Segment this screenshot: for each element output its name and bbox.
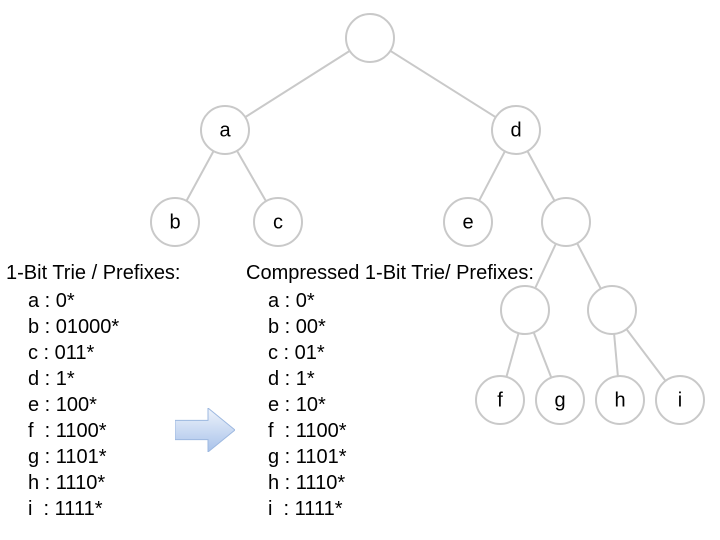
tree-node-label: c: [273, 211, 283, 233]
transform-arrow: [175, 408, 235, 457]
tree-node-label: b: [169, 211, 180, 233]
prefix-row: e : 10*: [246, 392, 534, 418]
prefix-row: g : 1101*: [246, 444, 534, 470]
tree-node-label: a: [219, 119, 231, 141]
tree-node: [346, 14, 394, 62]
prefix-row: g : 1101*: [6, 444, 181, 470]
tree-edge: [479, 151, 505, 200]
tree-edge: [626, 329, 665, 381]
prefix-row: c : 011*: [6, 340, 181, 366]
prefix-row: i : 1111*: [246, 496, 534, 522]
tree-node: [588, 286, 636, 334]
left-prefix-title: 1-Bit Trie / Prefixes:: [6, 260, 181, 286]
prefix-row: f : 1100*: [246, 418, 534, 444]
right-prefix-title: Compressed 1-Bit Trie/ Prefixes:: [246, 260, 534, 286]
tree-edge: [186, 151, 213, 201]
prefix-row: f : 1100*: [6, 418, 181, 444]
tree-node-label: e: [462, 211, 473, 233]
tree-node: [542, 198, 590, 246]
tree-node-label: h: [614, 389, 625, 411]
tree-edge: [245, 51, 349, 117]
tree-node-label: g: [554, 389, 565, 411]
prefix-row: d : 1*: [6, 366, 181, 392]
prefix-row: i : 1111*: [6, 496, 181, 522]
tree-edge: [534, 332, 552, 377]
prefix-row: a : 0*: [246, 288, 534, 314]
right-prefix-block: Compressed 1-Bit Trie/ Prefixes: a : 0*b…: [246, 260, 534, 522]
prefix-row: d : 1*: [246, 366, 534, 392]
tree-edge: [237, 151, 266, 201]
prefix-row: a : 0*: [6, 288, 181, 314]
tree-edge: [535, 244, 556, 288]
tree-node-label: i: [678, 389, 682, 411]
tree-edge: [577, 243, 601, 288]
prefix-row: e : 100*: [6, 392, 181, 418]
prefix-row: h : 1110*: [6, 470, 181, 496]
tree-edge: [390, 51, 495, 117]
prefix-row: c : 01*: [246, 340, 534, 366]
prefix-row: b : 00*: [246, 314, 534, 340]
tree-edge: [614, 334, 618, 376]
left-prefix-block: 1-Bit Trie / Prefixes: a : 0*b : 01000*c…: [6, 260, 181, 522]
prefix-row: b : 01000*: [6, 314, 181, 340]
tree-node-label: d: [510, 119, 521, 141]
prefix-row: h : 1110*: [246, 470, 534, 496]
arrow-icon: [175, 408, 235, 452]
tree-edge: [527, 151, 554, 201]
